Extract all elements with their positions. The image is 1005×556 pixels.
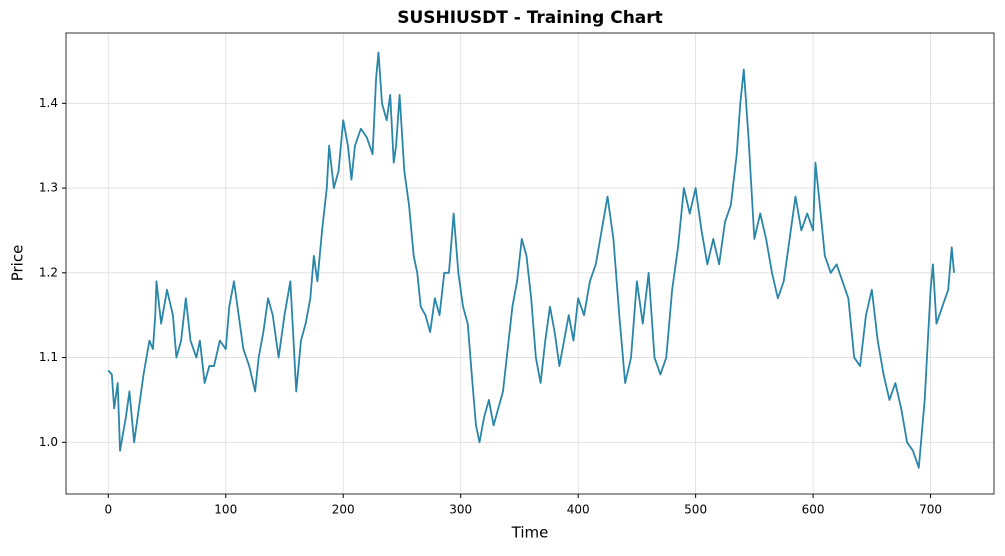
x-tick-label: 400: [567, 503, 590, 517]
y-tick-label: 1.3: [39, 181, 58, 195]
y-tick-label: 1.0: [39, 435, 58, 449]
y-tick-label: 1.2: [39, 265, 58, 279]
y-tick-label: 1.4: [39, 96, 58, 110]
x-axis-label: Time: [511, 524, 549, 542]
x-tick-label: 600: [802, 503, 825, 517]
chart-title: SUSHIUSDT - Training Chart: [397, 8, 663, 28]
price-line: [107, 51, 955, 469]
plot-frame: [65, 32, 995, 495]
x-tick-label: 100: [214, 503, 237, 517]
x-tick-label: 0: [104, 503, 112, 517]
x-tick-label: 500: [684, 503, 707, 517]
y-axis-label: Price: [9, 245, 27, 282]
y-tick-label: 1.1: [39, 350, 58, 364]
x-tick-label: 300: [449, 503, 472, 517]
x-tick-label: 700: [919, 503, 942, 517]
x-tick-label: 200: [332, 503, 355, 517]
